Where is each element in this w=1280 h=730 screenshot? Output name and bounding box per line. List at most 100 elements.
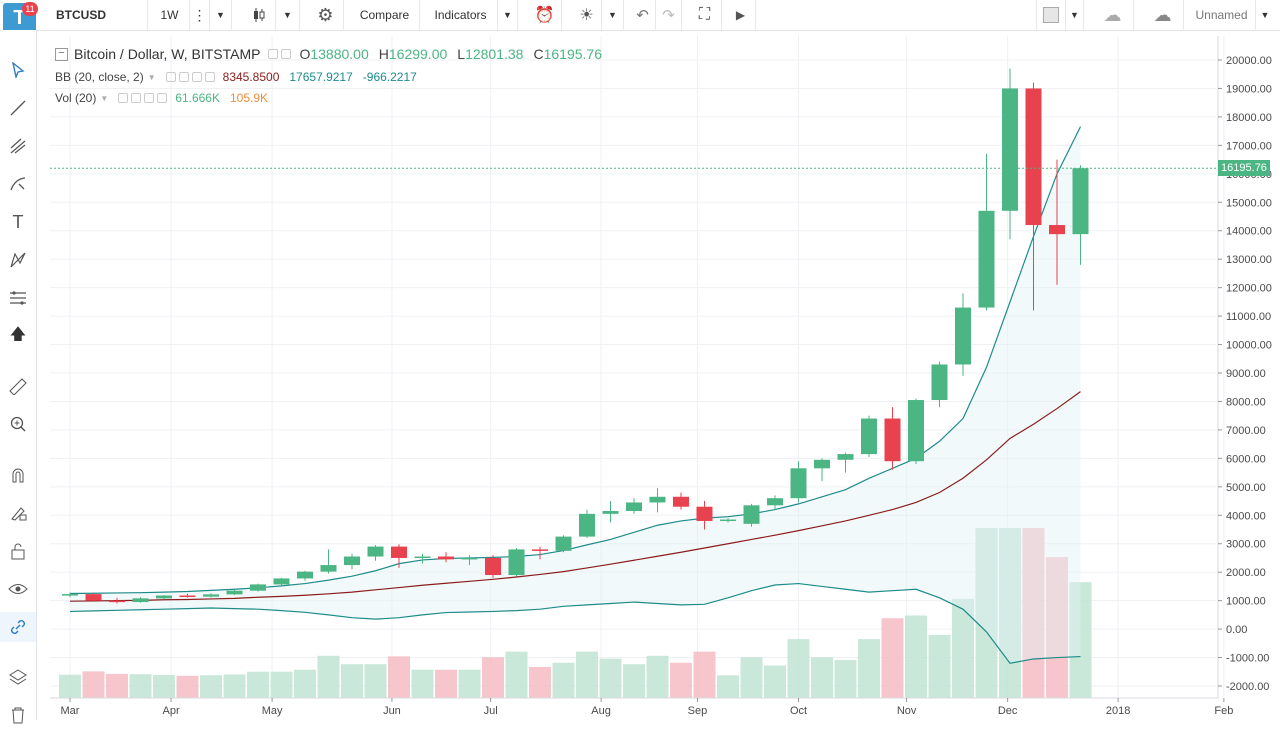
layout-name-dropdown-icon[interactable]: ▼	[1260, 10, 1270, 20]
settings-gear-icon[interactable]: ⚙	[308, 0, 344, 30]
idea-dropdown-icon[interactable]: ▼	[602, 0, 624, 30]
arrow-up-icon[interactable]: 🡅	[9, 325, 27, 343]
cloud-load-icon[interactable]: ☁	[1092, 0, 1134, 30]
volume-bar	[247, 671, 269, 698]
layout-name-button[interactable]: Unnamed	[1188, 0, 1256, 30]
bb-dropdown-icon[interactable]: ▼	[147, 72, 156, 82]
pitchfork-icon[interactable]	[0, 131, 36, 161]
compare-button[interactable]: Compare	[350, 0, 420, 30]
y-tick-label: 10000.00	[1226, 340, 1272, 352]
redo-icon[interactable]: ↷	[656, 0, 682, 30]
lock-draw-icon[interactable]	[0, 498, 36, 528]
vol-add-icon[interactable]	[144, 93, 155, 103]
eye-icon[interactable]	[0, 574, 36, 604]
volume-bar	[59, 674, 81, 698]
notification-badge[interactable]: 11	[22, 2, 38, 16]
text-icon[interactable]: T	[12, 211, 24, 232]
fib-icon[interactable]	[0, 283, 36, 313]
candle-body	[931, 364, 948, 401]
magnet-icon[interactable]	[0, 460, 36, 490]
vol-settings-icon[interactable]	[131, 93, 142, 103]
indicators-dropdown-icon[interactable]: ▼	[498, 0, 518, 30]
fullscreen-icon[interactable]: ⛶	[688, 0, 722, 30]
alert-clock-icon[interactable]: ⏰	[528, 0, 562, 30]
open-value: 13880.00	[310, 46, 369, 62]
layers-icon[interactable]	[0, 662, 36, 692]
open-label: O	[299, 46, 311, 62]
indicators-button[interactable]: Indicators	[424, 0, 498, 30]
price-chart[interactable]: 20000.0019000.0018000.0017000.0016000.00…	[50, 36, 1280, 720]
y-tick-label: 2000.00	[1226, 567, 1266, 579]
volume-bar	[153, 675, 175, 698]
layout-dropdown-icon[interactable]: ▼	[1066, 0, 1084, 30]
replay-play-icon[interactable]: ▶	[726, 0, 756, 30]
cursor-icon[interactable]	[0, 55, 36, 85]
candle-body	[720, 519, 736, 522]
collapse-icon[interactable]: −	[55, 47, 68, 61]
candle-body	[109, 600, 125, 603]
candle-body	[1002, 88, 1018, 211]
candle-body	[367, 546, 384, 557]
candle-body	[1049, 225, 1065, 235]
lock-icon[interactable]	[0, 536, 36, 566]
interval-dropdown-icon[interactable]: ▼	[210, 0, 232, 30]
layout-square-icon[interactable]	[1036, 0, 1066, 30]
ruler-icon[interactable]	[0, 371, 36, 401]
candle-body	[85, 594, 102, 601]
bb-add-icon[interactable]	[191, 72, 202, 82]
idea-bulb-icon[interactable]: ☀	[572, 0, 602, 30]
candle-body	[579, 513, 595, 537]
low-label: L	[457, 46, 466, 62]
link-icon[interactable]	[0, 612, 36, 642]
pattern-icon[interactable]	[0, 245, 36, 275]
x-tick-label: Oct	[790, 705, 807, 717]
y-tick-label: 13000.00	[1226, 254, 1272, 266]
cloud-save-icon[interactable]: ☁	[1142, 0, 1184, 30]
y-tick-label: 8000.00	[1226, 396, 1266, 408]
volume-bar	[82, 671, 105, 698]
x-tick-label: Aug	[591, 705, 611, 717]
volume-bar	[952, 598, 974, 698]
x-tick-label: Mar	[61, 705, 80, 717]
chart-style-dropdown-icon[interactable]: ▼	[276, 0, 300, 30]
vol-remove-icon[interactable]	[157, 93, 168, 103]
candle-body	[767, 498, 783, 506]
candle-body	[555, 536, 572, 551]
undo-icon[interactable]: ↶	[630, 0, 656, 30]
candle-body	[203, 594, 219, 597]
candle-body	[884, 418, 901, 462]
bb-remove-icon[interactable]	[204, 72, 215, 82]
bb-hide-icon[interactable]	[165, 72, 176, 82]
volume-bar	[270, 671, 293, 698]
x-tick-label: 2018	[1106, 705, 1130, 717]
interval-more-icon[interactable]: ⋮	[190, 0, 210, 30]
y-tick-label: 18000.00	[1226, 112, 1272, 124]
candle-body	[908, 400, 924, 462]
volume-bar	[975, 528, 998, 698]
bb-settings-icon[interactable]	[178, 72, 189, 82]
y-tick-label: 7000.00	[1226, 425, 1266, 437]
vol-ma-value: 105.9K	[230, 91, 269, 105]
brush-icon[interactable]	[0, 169, 36, 199]
symbol-search[interactable]: BTCUSD	[48, 0, 148, 30]
vol-dropdown-icon[interactable]: ▼	[100, 93, 109, 103]
y-tick-label: 3000.00	[1226, 539, 1266, 551]
trash-icon[interactable]	[0, 700, 36, 730]
legend-settings-icon[interactable]	[281, 49, 292, 59]
interval-button[interactable]: 1W	[150, 0, 190, 30]
x-tick-label: Sep	[688, 705, 708, 717]
candle-body	[156, 595, 172, 599]
volume-bar	[646, 655, 669, 698]
legend-hide-icon[interactable]	[268, 49, 279, 59]
vol-hide-icon[interactable]	[118, 93, 129, 103]
x-tick-label: Apr	[162, 705, 179, 717]
trend-line-icon[interactable]	[0, 93, 36, 123]
volume-bar	[200, 675, 222, 698]
vol-value: 61.666K	[175, 91, 220, 105]
zoom-icon[interactable]	[0, 409, 36, 439]
y-tick-label: 4000.00	[1226, 510, 1266, 522]
volume-bar	[693, 651, 716, 698]
chart-style-candles-icon[interactable]	[242, 0, 276, 30]
bb-upper-value: 17657.9217	[289, 70, 353, 84]
y-tick-label: 9000.00	[1226, 368, 1266, 380]
